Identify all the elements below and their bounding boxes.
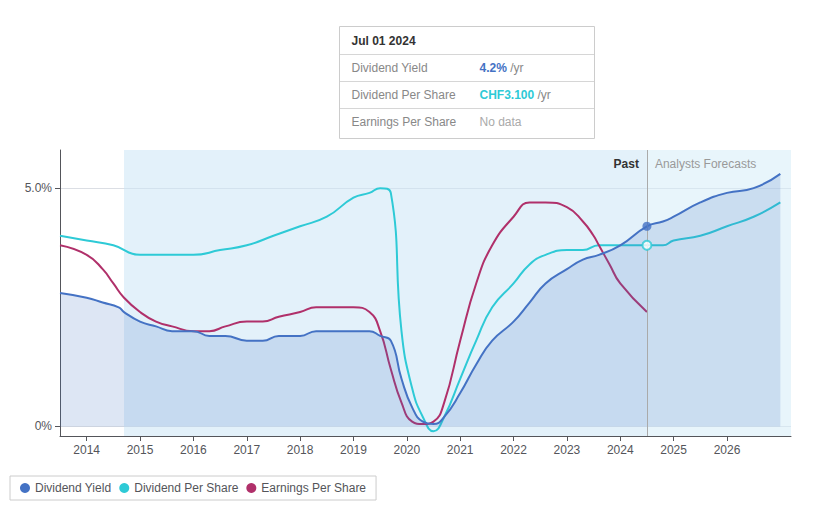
svg-text:Dividend Per Share: Dividend Per Share: [352, 88, 456, 102]
svg-text:2025: 2025: [660, 443, 687, 457]
svg-text:/yr: /yr: [510, 61, 523, 75]
svg-text:2014: 2014: [73, 443, 100, 457]
svg-text:CHF3.100: CHF3.100: [480, 88, 535, 102]
svg-text:2016: 2016: [180, 443, 207, 457]
svg-text:4.2%: 4.2%: [480, 61, 508, 75]
svg-text:2020: 2020: [393, 443, 420, 457]
svg-text:Dividend Yield: Dividend Yield: [35, 481, 111, 495]
svg-text:Dividend Per Share: Dividend Per Share: [134, 481, 238, 495]
svg-text:5.0%: 5.0%: [25, 181, 53, 195]
svg-text:0%: 0%: [35, 419, 53, 433]
svg-text:2018: 2018: [287, 443, 314, 457]
svg-text:2022: 2022: [500, 443, 527, 457]
svg-text:2026: 2026: [714, 443, 741, 457]
svg-text:No data: No data: [480, 115, 522, 129]
svg-text:/yr: /yr: [538, 88, 551, 102]
svg-text:Earnings Per Share: Earnings Per Share: [261, 481, 366, 495]
svg-text:Dividend Yield: Dividend Yield: [352, 61, 428, 75]
svg-text:2021: 2021: [447, 443, 474, 457]
svg-text:2019: 2019: [340, 443, 367, 457]
svg-text:2023: 2023: [554, 443, 581, 457]
svg-text:2015: 2015: [127, 443, 154, 457]
svg-text:2017: 2017: [233, 443, 260, 457]
svg-text:Earnings Per Share: Earnings Per Share: [352, 115, 457, 129]
svg-text:2024: 2024: [607, 443, 634, 457]
svg-text:Analysts Forecasts: Analysts Forecasts: [655, 157, 756, 171]
svg-text:Past: Past: [614, 157, 639, 171]
svg-text:Jul 01 2024: Jul 01 2024: [352, 34, 416, 48]
